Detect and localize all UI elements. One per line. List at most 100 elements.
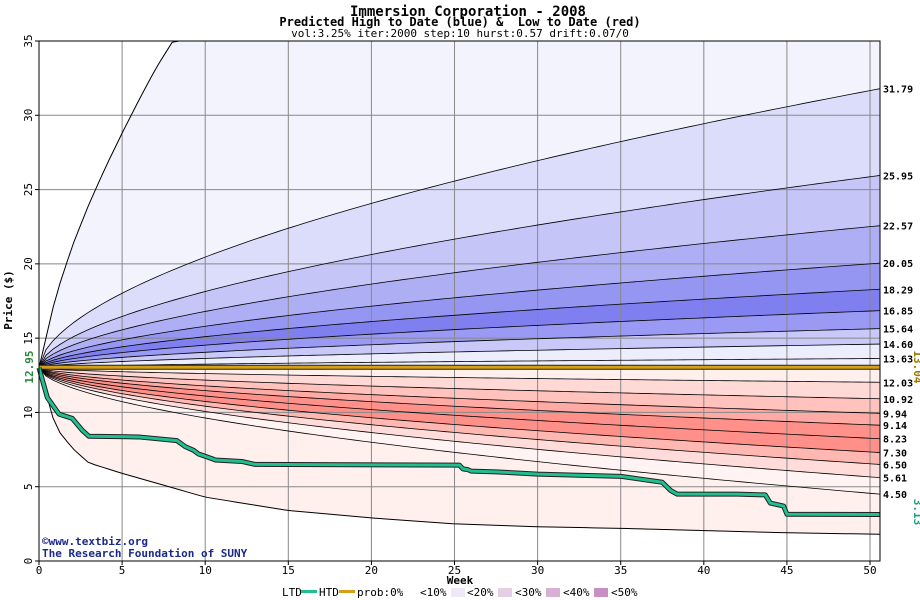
high-band-3 [39, 225, 880, 368]
low-band-5 [39, 367, 880, 453]
low-band-2 [39, 367, 880, 414]
legend-swatch-htd [339, 590, 355, 593]
legend-label-50: <50% [611, 586, 638, 599]
percentile-line-18.29 [38, 288, 881, 369]
percentile-line-7.30 [38, 367, 881, 453]
end-value-label-4.50: 4.50 [883, 490, 907, 501]
end-value-label-10.92: 10.92 [883, 395, 913, 406]
bands-layer [39, 41, 880, 561]
low-band-0 [39, 367, 880, 383]
low-band-1 [39, 367, 880, 399]
end-value-label-8.23: 8.23 [883, 435, 907, 446]
percentile-line-12.03 [38, 367, 881, 383]
high-band-8 [39, 344, 880, 368]
high-band-4 [39, 263, 880, 368]
htd-end-label: 13.04 [911, 350, 920, 383]
end-value-label-25.95: 25.95 [883, 171, 913, 182]
x-tick-label-15: 15 [282, 564, 295, 577]
end-value-label-14.60: 14.60 [883, 340, 913, 351]
axis-ticks: 0 5 10 15 20 25 30 35 40 45 50 0 5 10 15 20 25 30 35 [22, 34, 877, 577]
legend-swatch-20 [498, 588, 512, 597]
low-band-3 [39, 367, 880, 426]
x-tick-label-10: 10 [199, 564, 212, 577]
legend-swatch-ltd [301, 590, 317, 593]
end-value-label-13.63: 13.63 [883, 354, 913, 365]
chart-params: vol:3.25% iter:2000 step:10 hurst:0.57 d… [291, 27, 629, 40]
legend-label-prob0: prob:0% [357, 586, 404, 599]
ltd-end-label: 3.13 [911, 499, 920, 526]
percentile-line-13.63 [38, 358, 881, 369]
x-tick-label-45: 45 [780, 564, 793, 577]
percentile-line-22.57 [38, 225, 881, 369]
percentile-line-16.85 [38, 310, 881, 369]
y-tick-label-15: 15 [22, 332, 35, 345]
plot-frame [38, 40, 881, 562]
x-tick-label-0: 0 [36, 564, 43, 577]
legend-swatch-10 [451, 588, 465, 597]
end-value-label-6.50: 6.50 [883, 460, 907, 471]
y-tick-label-5: 5 [22, 483, 35, 490]
legend-label-20: <20% [467, 586, 494, 599]
legend: LTD HTD prob:0% <10% <20% <30% <40% <50% [282, 586, 638, 599]
end-value-label-20.05: 20.05 [883, 259, 913, 270]
end-value-label-9.94: 9.94 [883, 409, 907, 420]
high-band-1 [39, 88, 880, 368]
end-value-label-31.79: 31.79 [883, 85, 913, 96]
x-tick-label-5: 5 [119, 564, 126, 577]
x-tick-label-50: 50 [863, 564, 876, 577]
legend-swatch-40 [594, 588, 608, 597]
percentile-line-25.95 [38, 175, 881, 369]
x-tick-label-30: 30 [531, 564, 544, 577]
high-band-6 [39, 310, 880, 368]
chart-subtitle: Predicted High to Date (blue) & Low to D… [279, 15, 640, 29]
percentile-line-9.94 [38, 367, 881, 414]
legend-swatch-prob0 [403, 588, 417, 597]
end-value-label-15.64: 15.64 [883, 325, 913, 336]
percentile-line-14.60 [38, 343, 881, 369]
percentile-line-10.92 [38, 367, 881, 400]
outer-lower-line [38, 367, 881, 535]
low-band-6 [39, 367, 880, 465]
y-tick-label-30: 30 [22, 109, 35, 122]
percentile-line-20.05 [38, 262, 881, 369]
start-price-label: 12.95 [23, 350, 36, 383]
percentile-line-15.64 [38, 328, 881, 369]
series-layer [36, 364, 881, 517]
chart-title: Immersion Corporation - 2008 [350, 4, 586, 20]
x-tick-label-25: 25 [448, 564, 461, 577]
legend-label-40: <40% [563, 586, 590, 599]
y-tick-label-0: 0 [22, 558, 35, 565]
frame [38, 40, 881, 562]
percentile-line-6.50 [38, 367, 881, 465]
high-band-0 [39, 41, 880, 368]
y-tick-label-10: 10 [22, 406, 35, 419]
end-value-label-16.85: 16.85 [883, 307, 913, 318]
high-band-2 [39, 175, 880, 368]
percentile-line-4.50 [38, 367, 881, 495]
legend-label-ltd: LTD [282, 586, 302, 599]
boundary-lines-layer [38, 40, 881, 535]
percentile-line-9.14 [38, 367, 881, 426]
low-band-4 [39, 367, 880, 439]
y-tick-label-25: 25 [22, 183, 35, 196]
end-value-label-9.14: 9.14 [883, 421, 907, 432]
legend-label-30: <30% [515, 586, 542, 599]
end-value-label-7.30: 7.30 [883, 449, 907, 460]
x-axis-label: Week [447, 574, 474, 587]
legend-label-htd: HTD [319, 586, 339, 599]
watermark-line-2: The Research Foundation of SUNY [42, 547, 248, 560]
x-tick-label-40: 40 [697, 564, 710, 577]
end-labels: 31.79 25.95 22.57 20.05 18.29 16.85 15.64 14.60… [883, 85, 913, 501]
end-value-label-5.61: 5.61 [883, 474, 907, 485]
end-value-label-18.29: 18.29 [883, 285, 913, 296]
end-value-label-22.57: 22.57 [883, 222, 913, 233]
percentile-line-31.79 [38, 88, 881, 369]
high-band-5 [39, 289, 880, 368]
legend-swatch-30 [546, 588, 560, 597]
low-band-8 [39, 367, 880, 495]
percentile-line-5.61 [38, 367, 881, 479]
series-ltd [37, 367, 881, 516]
watermark-line-1: ©www.textbiz.org [42, 535, 148, 548]
percentile-line-8.23 [38, 367, 881, 440]
